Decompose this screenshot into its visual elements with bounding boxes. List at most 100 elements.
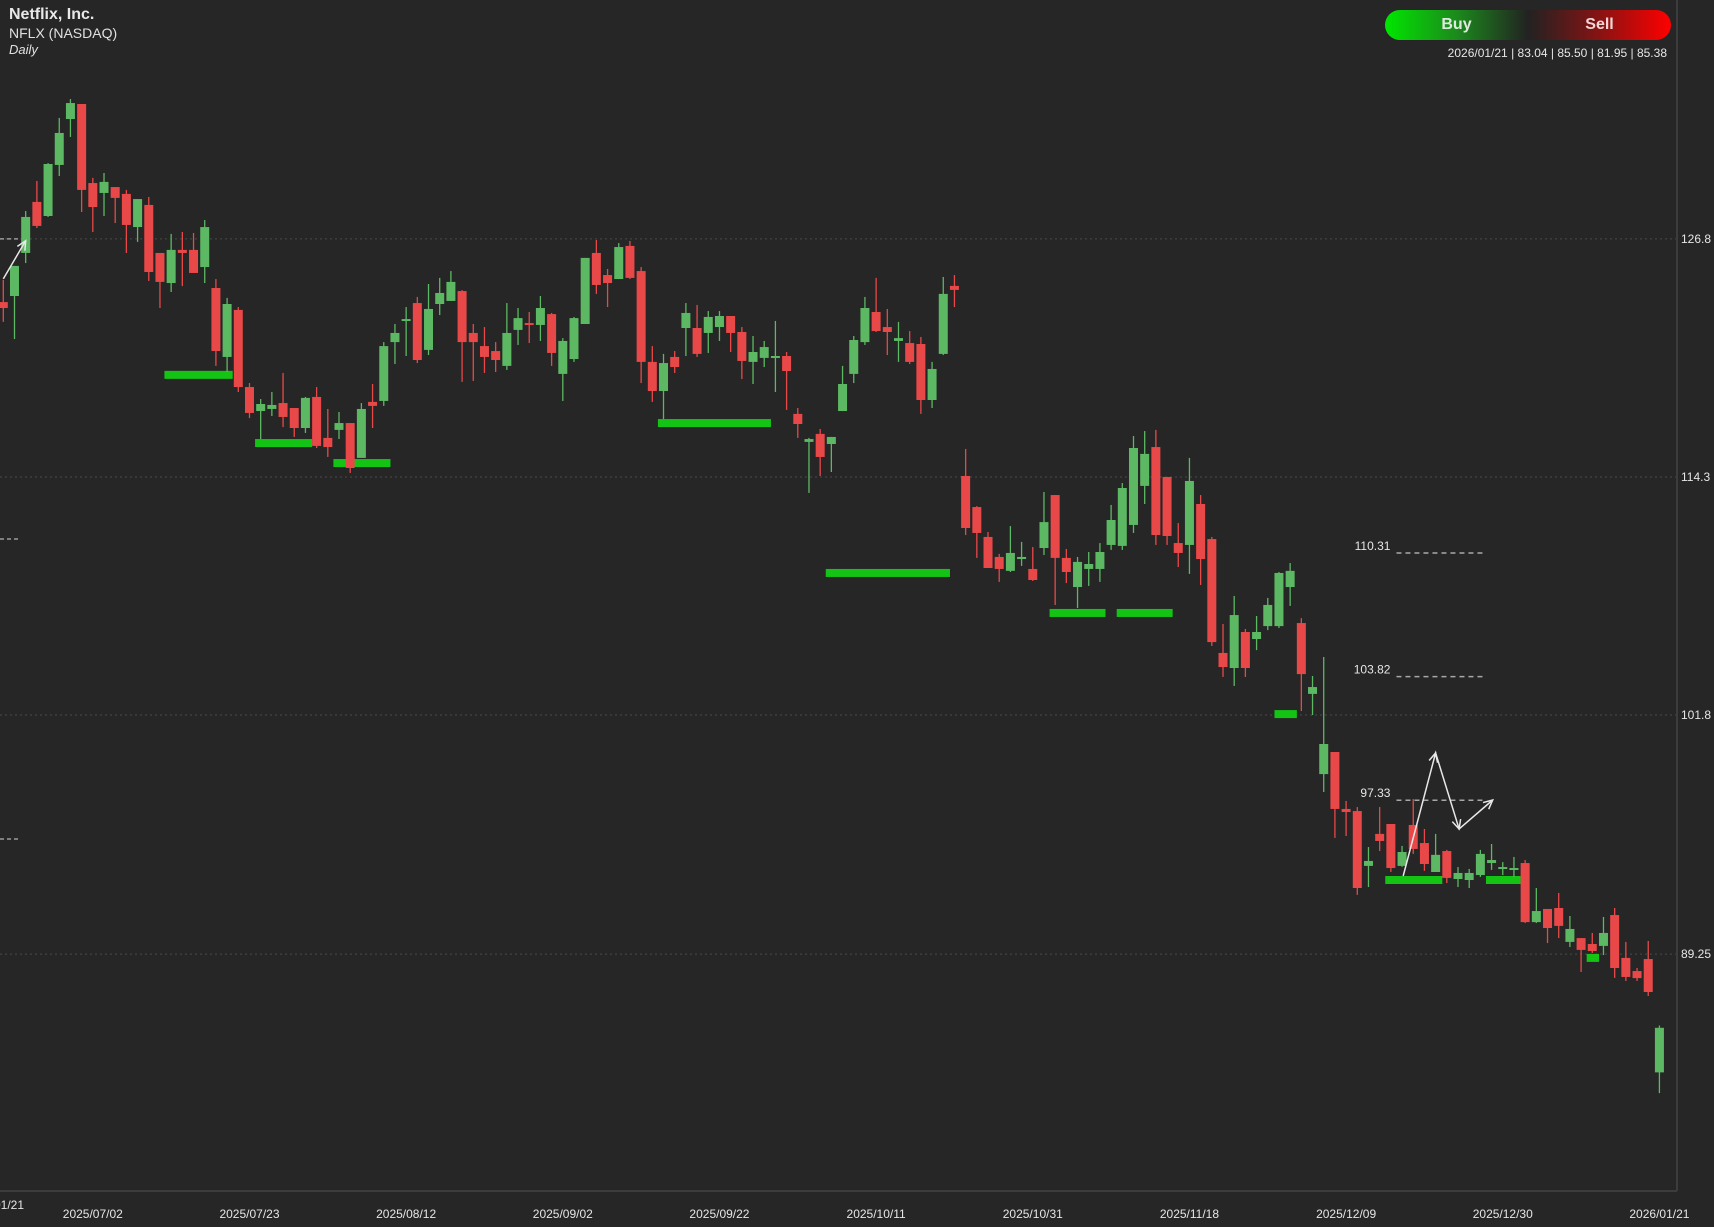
candle-body [1073, 561, 1083, 588]
candle-body [1184, 480, 1194, 545]
candle-body [222, 304, 232, 357]
candle-body [849, 340, 859, 374]
candle-down [1330, 752, 1340, 838]
candle-up [938, 276, 948, 356]
candle-body [133, 199, 143, 228]
candle-up [54, 117, 64, 176]
candle-down [905, 331, 915, 364]
candle-body [1229, 615, 1239, 668]
support-level-bar [1116, 608, 1173, 617]
target-level-label: 110.31 [1355, 539, 1391, 553]
sell-button[interactable]: Sell [1585, 16, 1614, 33]
candle-body [636, 271, 646, 362]
candle-down [121, 189, 131, 253]
candle-body [390, 332, 400, 343]
candle-up [1252, 616, 1262, 651]
support-level-bar [1485, 876, 1521, 884]
candle-down [1554, 892, 1564, 939]
x-tick-label: 2025/08/12 [376, 1207, 436, 1221]
candle-up [860, 296, 870, 345]
candle-up [580, 257, 590, 324]
candle-body [1543, 908, 1553, 928]
candle-up [1308, 676, 1318, 716]
candle-up [714, 311, 724, 341]
candle-down [457, 290, 467, 382]
candle-down [1632, 968, 1642, 981]
candle-body [1095, 552, 1105, 569]
arrowhead-icon [16, 239, 27, 251]
candle-down [278, 372, 288, 428]
candle-up [267, 392, 277, 416]
arrowhead-icon [1451, 818, 1462, 831]
candle-up [748, 336, 758, 384]
candle-body [166, 249, 176, 284]
candle-down [1240, 628, 1250, 677]
candle-body [1654, 1027, 1664, 1073]
candle-down [1610, 908, 1620, 978]
candle-down [793, 408, 803, 438]
support-level-bar [333, 459, 391, 468]
candle-body [961, 476, 971, 528]
candle-body [513, 318, 523, 330]
candle-up [1106, 504, 1116, 550]
candle-body [726, 316, 736, 333]
candle-body [1039, 522, 1049, 548]
candle-down [211, 279, 221, 366]
candle-up [1285, 563, 1295, 606]
candle-up [1498, 862, 1508, 876]
candle-body [1431, 854, 1441, 872]
candle-down [110, 187, 120, 224]
price-axis[interactable]: 126.8 114.3 101.8 89.25 [1681, 232, 1711, 961]
candle-down [345, 423, 355, 473]
candle-down [1643, 940, 1653, 996]
candle-body [1308, 687, 1318, 694]
candle-body [603, 275, 613, 284]
candle-up [1184, 457, 1194, 574]
candle-body [1028, 568, 1038, 580]
candle-up [927, 361, 937, 408]
candle-body [1285, 570, 1295, 588]
x-tick-label: 2025/12/30 [1473, 1207, 1533, 1221]
candle-body [1397, 852, 1407, 866]
candle-up [1073, 556, 1083, 608]
candle-down [32, 180, 42, 228]
x-tick-label: 2025/09/02 [533, 1207, 593, 1221]
candle-body [479, 346, 489, 357]
candle-down [782, 352, 792, 410]
candle-body [703, 316, 713, 333]
x-tick-label: 2025/11/18 [1160, 1207, 1219, 1221]
buy-button[interactable]: Buy [1441, 16, 1472, 33]
candle-body [860, 308, 870, 343]
candle-body [368, 401, 378, 406]
candle-up [804, 437, 814, 493]
candle-body [99, 181, 109, 193]
candle-down [603, 268, 613, 308]
candle-up [1509, 856, 1519, 877]
candle-body [983, 536, 993, 568]
candle-up [614, 243, 624, 280]
candle-up [1095, 543, 1105, 582]
candle-body [1005, 552, 1015, 571]
candle-up [1229, 596, 1239, 686]
candle-body [1050, 495, 1060, 558]
candle-down [1419, 828, 1429, 871]
candle-down [1386, 824, 1396, 872]
candle-down [983, 532, 993, 568]
target-levels: 110.31 103.82 97.33 [1354, 539, 1486, 801]
candle-up [558, 338, 568, 401]
candle-up [424, 284, 434, 356]
candle-body [312, 396, 322, 446]
candle-body [916, 344, 926, 400]
candle-body [659, 363, 669, 392]
candle-up [1263, 597, 1273, 631]
candle-down [1341, 800, 1351, 836]
candle-body [1386, 824, 1396, 868]
candle-body [110, 187, 120, 198]
candle-down [233, 307, 243, 392]
candle-body [1140, 453, 1150, 486]
candle-body [770, 356, 780, 358]
y-tick-label: 101.8 [1681, 708, 1711, 722]
candle-body [1475, 853, 1485, 876]
time-axis[interactable]: 01/21 2025/07/02 2025/07/23 2025/08/12 2025/… [0, 1198, 1690, 1221]
